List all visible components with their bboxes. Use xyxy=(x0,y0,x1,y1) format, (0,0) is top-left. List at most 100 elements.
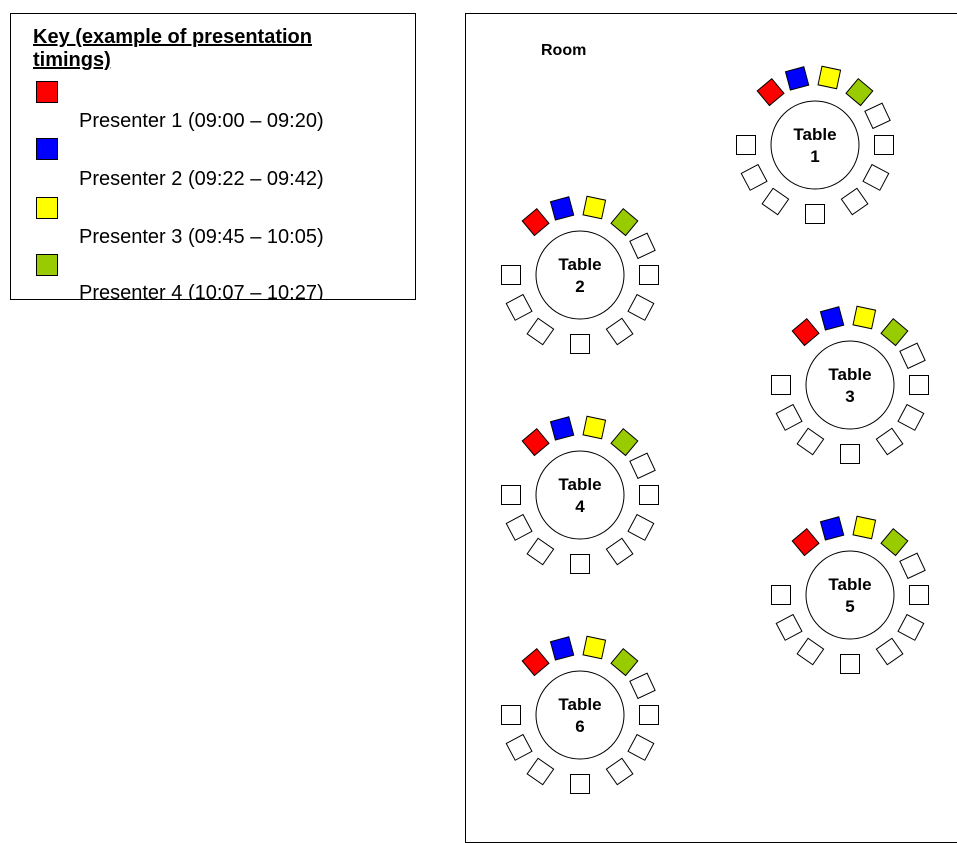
presenter-2-seat xyxy=(549,416,575,441)
empty-seat xyxy=(605,317,634,346)
presenter-1-seat xyxy=(791,528,820,557)
table-circle xyxy=(535,450,625,540)
presenter-3-seat xyxy=(582,635,607,660)
table-label: Table xyxy=(558,695,601,714)
presenter-4-seat xyxy=(880,528,909,557)
empty-seat xyxy=(505,513,533,541)
table-3: Table 3 xyxy=(771,305,929,464)
empty-seat xyxy=(874,135,894,155)
empty-seat xyxy=(899,552,926,580)
presenter-2-seat xyxy=(819,516,845,541)
key-swatch-presenter-3 xyxy=(36,197,58,219)
empty-seat xyxy=(639,265,659,285)
empty-seat xyxy=(605,537,634,566)
empty-seat xyxy=(899,342,926,370)
empty-seat xyxy=(570,774,590,794)
empty-seat xyxy=(629,452,656,480)
empty-seat xyxy=(605,757,634,786)
key-label-presenter-3: Presenter 3 (09:45 – 10:05) xyxy=(79,226,324,248)
key-label-presenter-1: Presenter 1 (09:00 – 09:20) xyxy=(79,110,324,132)
key-swatch-presenter-1 xyxy=(36,81,58,103)
empty-seat xyxy=(864,102,891,130)
key-label-presenter-4: Presenter 4 (10:07 – 10:27) xyxy=(79,282,324,300)
tables-layout: Table 1 Table 2 Table 3 Table 4 Table 5 Table 6 xyxy=(501,65,929,794)
table-number: 5 xyxy=(845,597,854,616)
key-swatch-presenter-4 xyxy=(36,254,58,276)
table-number: 1 xyxy=(810,147,819,166)
presenter-1-seat xyxy=(521,208,550,237)
empty-seat xyxy=(526,537,555,566)
table-circle xyxy=(535,670,625,760)
empty-seat xyxy=(909,585,929,605)
presenter-3-seat xyxy=(582,195,607,220)
presenter-1-seat xyxy=(521,648,550,677)
presenter-3-seat xyxy=(817,65,842,90)
presenter-4-seat xyxy=(880,318,909,347)
presenter-4-seat xyxy=(845,78,874,107)
key-title: Key (example of presentation timings) xyxy=(33,26,312,71)
table-circle xyxy=(805,550,895,640)
key-label-presenter-2: Presenter 2 (09:22 – 09:42) xyxy=(79,168,324,190)
table-circle xyxy=(770,100,860,190)
presenter-2-seat xyxy=(549,636,575,661)
empty-seat xyxy=(796,427,825,456)
empty-seat xyxy=(862,163,890,191)
empty-seat xyxy=(639,705,659,725)
table-number: 3 xyxy=(845,387,854,406)
empty-seat xyxy=(501,705,521,725)
empty-seat xyxy=(570,334,590,354)
presenter-2-seat xyxy=(549,196,575,221)
table-6: Table 6 xyxy=(501,635,659,794)
empty-seat xyxy=(909,375,929,395)
empty-seat xyxy=(840,654,860,674)
room-label: Room xyxy=(541,42,587,59)
empty-seat xyxy=(505,293,533,321)
empty-seat xyxy=(897,403,925,431)
empty-seat xyxy=(629,232,656,260)
empty-seat xyxy=(736,135,756,155)
presenter-1-seat xyxy=(521,428,550,457)
empty-seat xyxy=(771,585,791,605)
table-number: 4 xyxy=(575,497,585,516)
empty-seat xyxy=(805,204,825,224)
presenter-4-seat xyxy=(610,428,639,457)
key-box: Key (example of presentation timings) Pr… xyxy=(10,13,416,300)
table-circle xyxy=(535,230,625,320)
empty-seat xyxy=(897,613,925,641)
empty-seat xyxy=(526,317,555,346)
empty-seat xyxy=(875,637,904,666)
table-4: Table 4 xyxy=(501,415,659,574)
empty-seat xyxy=(526,757,555,786)
empty-seat xyxy=(501,265,521,285)
table-label: Table xyxy=(558,475,601,494)
table-5: Table 5 xyxy=(771,515,929,674)
table-number: 2 xyxy=(575,277,584,296)
empty-seat xyxy=(875,427,904,456)
table-label: Table xyxy=(828,365,871,384)
empty-seat xyxy=(570,554,590,574)
table-label: Table xyxy=(793,125,836,144)
empty-seat xyxy=(771,375,791,395)
table-label: Table xyxy=(828,575,871,594)
empty-seat xyxy=(629,672,656,700)
key-swatch-presenter-2 xyxy=(36,138,58,160)
empty-seat xyxy=(505,733,533,761)
presenter-3-seat xyxy=(582,415,607,440)
presenter-3-seat xyxy=(852,305,877,330)
presenter-2-seat xyxy=(819,306,845,331)
empty-seat xyxy=(761,187,790,216)
empty-seat xyxy=(840,187,869,216)
presenter-3-seat xyxy=(852,515,877,540)
presenter-4-seat xyxy=(610,208,639,237)
presenter-2-seat xyxy=(784,66,810,91)
presenter-1-seat xyxy=(791,318,820,347)
empty-seat xyxy=(627,733,655,761)
presenter-1-seat xyxy=(756,78,785,107)
table-number: 6 xyxy=(575,717,584,736)
table-circle xyxy=(805,340,895,430)
empty-seat xyxy=(740,163,768,191)
empty-seat xyxy=(775,403,803,431)
empty-seat xyxy=(639,485,659,505)
empty-seat xyxy=(796,637,825,666)
presenter-4-seat xyxy=(610,648,639,677)
